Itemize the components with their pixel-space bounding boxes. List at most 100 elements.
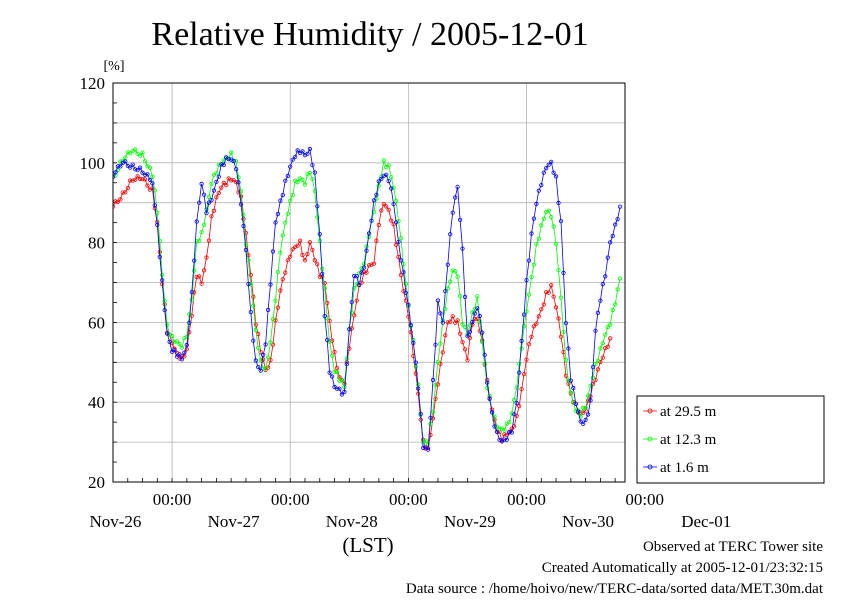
data-point	[472, 311, 477, 316]
data-point	[206, 200, 212, 205]
data-point	[443, 333, 448, 338]
data-point	[192, 268, 197, 273]
data-point	[206, 194, 212, 199]
data-point	[248, 272, 253, 278]
data-point	[202, 268, 207, 273]
data-point	[310, 177, 315, 182]
data-point	[263, 366, 268, 371]
data-point	[307, 240, 312, 245]
data-point	[556, 316, 561, 321]
data-point	[268, 340, 273, 345]
data-point	[229, 150, 234, 155]
data-point	[162, 298, 167, 304]
data-point	[224, 183, 229, 188]
data-point	[280, 193, 285, 198]
data-point	[583, 408, 588, 413]
x-day-label: Dec-01	[681, 512, 731, 531]
data-point	[288, 164, 293, 169]
data-point	[558, 219, 564, 224]
data-point	[504, 437, 509, 442]
data-point	[512, 397, 517, 402]
data-point	[307, 170, 312, 176]
data-point	[285, 173, 290, 179]
data-point	[115, 199, 121, 204]
data-point	[265, 355, 271, 360]
data-point	[593, 361, 598, 367]
data-point	[600, 281, 605, 287]
data-point	[133, 177, 138, 182]
data-point	[275, 269, 280, 275]
y-tick-label: 100	[80, 154, 106, 173]
data-point	[329, 353, 335, 358]
data-point	[524, 309, 529, 314]
data-point	[172, 340, 177, 345]
data-point	[566, 378, 571, 383]
data-point	[406, 302, 411, 307]
data-point	[290, 193, 295, 198]
data-point	[275, 305, 280, 310]
data-point	[581, 405, 586, 410]
data-point	[576, 409, 581, 414]
series-1	[113, 147, 623, 447]
data-point	[450, 314, 455, 319]
data-point	[280, 233, 285, 238]
data-point	[494, 429, 500, 434]
data-point	[334, 365, 340, 371]
data-point	[135, 168, 140, 173]
data-point	[534, 321, 539, 326]
data-point	[603, 332, 608, 337]
data-point	[482, 361, 487, 366]
data-point	[541, 302, 546, 307]
data-point	[526, 342, 532, 347]
series-line	[113, 148, 621, 446]
data-point	[251, 338, 256, 343]
data-point	[551, 170, 556, 175]
data-point	[307, 146, 312, 152]
data-point	[349, 326, 354, 331]
data-point	[485, 385, 490, 391]
data-point	[226, 157, 231, 162]
data-point	[381, 158, 386, 163]
data-point	[261, 352, 266, 357]
data-point	[450, 268, 455, 273]
data-point	[393, 220, 399, 225]
data-point	[571, 385, 576, 391]
data-point	[332, 349, 337, 355]
data-point	[246, 253, 251, 258]
data-point	[295, 180, 300, 185]
x-tick-time: 00:00	[389, 490, 428, 509]
data-point	[536, 314, 541, 319]
data-point	[529, 334, 534, 339]
data-point	[147, 177, 152, 182]
data-point	[133, 147, 138, 152]
data-point	[214, 179, 219, 184]
data-point	[551, 224, 556, 229]
data-point	[613, 302, 618, 307]
data-point	[450, 210, 455, 215]
data-point	[152, 203, 157, 208]
data-point	[354, 298, 359, 303]
data-point	[561, 270, 566, 275]
data-point	[329, 338, 335, 343]
data-point	[371, 198, 376, 203]
data-point	[147, 165, 152, 170]
data-point	[268, 357, 273, 363]
x-day-label: Nov-30	[562, 512, 614, 531]
data-point	[364, 248, 369, 253]
data-point	[430, 409, 436, 415]
data-point	[199, 230, 204, 235]
data-point	[536, 236, 541, 241]
data-point	[125, 150, 130, 155]
data-point	[302, 182, 308, 187]
data-point	[179, 357, 184, 362]
data-point	[179, 345, 184, 350]
data-point	[236, 180, 241, 185]
data-point	[502, 437, 507, 442]
data-point	[398, 236, 404, 241]
data-point	[418, 411, 423, 416]
data-point	[617, 204, 623, 209]
data-point	[258, 368, 263, 373]
data-point	[157, 238, 162, 243]
data-point	[293, 154, 298, 159]
